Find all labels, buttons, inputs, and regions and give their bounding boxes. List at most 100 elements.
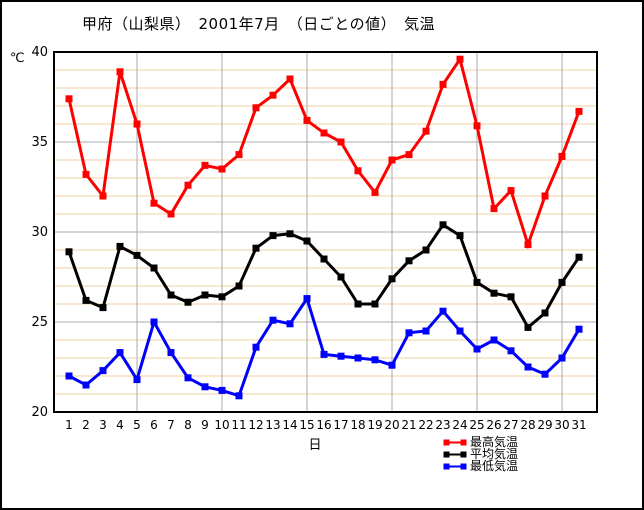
data-point-marker (201, 161, 209, 169)
data-point-marker (201, 383, 209, 391)
data-point-marker (388, 275, 396, 283)
legend-item-avg-temp: 平均気温 (443, 448, 518, 460)
data-point-marker (269, 91, 277, 99)
data-point-marker (99, 304, 107, 312)
data-point-marker (422, 246, 430, 254)
x-tick-label: 6 (150, 418, 158, 432)
data-point-marker (82, 170, 90, 178)
data-point-marker (116, 349, 124, 357)
data-point-marker (524, 241, 532, 249)
data-point-marker (65, 95, 73, 103)
data-point-marker (456, 232, 464, 240)
data-point-marker (473, 278, 481, 286)
data-point-marker (337, 273, 345, 281)
data-point-marker (541, 309, 549, 317)
data-point-marker (371, 188, 379, 196)
x-tick-label: 5 (133, 418, 141, 432)
x-tick-label: 18 (350, 418, 365, 432)
data-point-marker (99, 367, 107, 375)
data-point-marker (116, 242, 124, 250)
data-point-marker (507, 347, 515, 355)
y-tick-label: 20 (31, 405, 48, 420)
data-point-marker (167, 210, 175, 218)
data-point-marker (490, 289, 498, 297)
x-tick-label: 29 (537, 418, 552, 432)
data-point-marker (269, 316, 277, 324)
data-point-marker (167, 291, 175, 299)
series-line-平均気温 (67, 222, 581, 330)
data-point-marker (218, 293, 226, 301)
data-point-marker (456, 55, 464, 63)
x-tick-label: 16 (316, 418, 331, 432)
x-tick-label: 3 (99, 418, 107, 432)
x-tick-label: 17 (333, 418, 348, 432)
data-point-marker (405, 329, 413, 337)
data-point-marker (320, 129, 328, 137)
data-point-marker (337, 138, 345, 146)
x-tick-label: 14 (282, 418, 297, 432)
data-point-marker (116, 68, 124, 76)
x-tick-label: 4 (116, 418, 124, 432)
data-point-marker (303, 116, 311, 124)
data-point-marker (354, 300, 362, 308)
data-point-marker (473, 122, 481, 130)
data-point-marker (303, 237, 311, 245)
data-point-marker (133, 120, 141, 128)
data-point-marker (354, 354, 362, 362)
y-axis-unit-label: ℃ (10, 51, 25, 66)
data-point-marker (541, 370, 549, 378)
data-point-marker (235, 151, 243, 159)
x-tick-label: 9 (201, 418, 209, 432)
x-tick-label: 27 (503, 418, 518, 432)
data-point-marker (388, 156, 396, 164)
x-tick-label: 24 (452, 418, 467, 432)
data-point-marker (541, 192, 549, 200)
plot-frame (53, 51, 598, 413)
data-point-marker (439, 221, 447, 229)
legend-label-avg-temp: 平均気温 (470, 447, 519, 461)
x-tick-label: 2 (82, 418, 90, 432)
legend-item-min-temp: 最低気温 (443, 460, 518, 472)
data-point-marker (558, 152, 566, 160)
data-point-marker (150, 199, 158, 207)
x-tick-label: 26 (486, 418, 501, 432)
y-tick-label: 25 (31, 315, 48, 330)
data-point-marker (201, 291, 209, 299)
x-tick-label: 13 (265, 418, 280, 432)
x-tick-label: 25 (469, 418, 484, 432)
data-point-marker (422, 127, 430, 135)
x-tick-label: 12 (248, 418, 263, 432)
data-point-marker (439, 80, 447, 88)
chart-title: 甲府（山梨県） 2001年7月 （日ごとの値） 気温 (82, 15, 436, 33)
data-point-marker (150, 264, 158, 272)
series-line-最高気温 (67, 55, 581, 250)
legend-label-min-temp: 最低気温 (470, 459, 519, 473)
legend-line-symbol-black (443, 451, 467, 457)
data-point-marker (371, 300, 379, 308)
data-point-marker (456, 327, 464, 335)
data-point-marker (252, 343, 260, 351)
data-point-marker (99, 192, 107, 200)
x-tick-label: 23 (435, 418, 450, 432)
x-tick-label: 22 (418, 418, 433, 432)
data-point-marker (490, 336, 498, 344)
data-point-marker (286, 320, 294, 328)
data-point-marker (184, 298, 192, 306)
data-point-marker (286, 230, 294, 238)
x-tick-label: 8 (184, 418, 192, 432)
y-tick-label: 35 (31, 135, 48, 150)
data-point-marker (82, 296, 90, 304)
data-point-marker (388, 361, 396, 369)
data-point-marker (524, 323, 532, 331)
x-tick-label: 20 (384, 418, 399, 432)
data-point-marker (422, 327, 430, 335)
data-point-marker (405, 151, 413, 159)
data-point-marker (133, 376, 141, 384)
series-line-最低気温 (68, 295, 581, 398)
data-point-marker (150, 318, 158, 326)
data-point-marker (184, 181, 192, 189)
y-tick-label: 30 (31, 225, 48, 240)
data-point-marker (320, 255, 328, 263)
